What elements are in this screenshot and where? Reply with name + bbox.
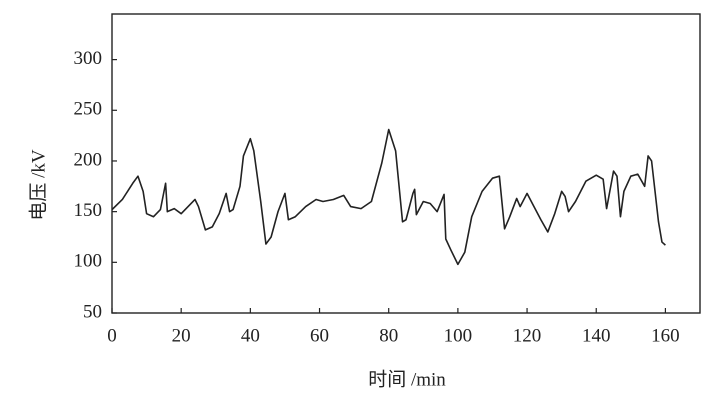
y-tick-label: 300 [74, 48, 103, 69]
y-axis-label: 电压 /kV [27, 149, 49, 221]
y-tick-label: 200 [74, 149, 103, 170]
x-tick-label: 160 [651, 325, 680, 346]
x-tick-label: 20 [172, 325, 191, 346]
x-tick-label: 140 [582, 325, 611, 346]
x-tick-label: 60 [310, 325, 329, 346]
y-tick-label: 100 [74, 251, 103, 272]
y-tick-label: 50 [83, 301, 102, 322]
y-tick-label: 250 [74, 99, 103, 120]
x-tick-label: 100 [444, 325, 473, 346]
plot-frame [111, 13, 701, 314]
x-tick-label: 120 [513, 325, 542, 346]
y-tick-label: 150 [74, 200, 103, 221]
x-tick-label: 80 [379, 325, 398, 346]
x-tick-label: 0 [107, 325, 117, 346]
data-line [111, 128, 666, 266]
x-axis-label: 时间 /min [368, 368, 446, 390]
x-tick-label: 40 [241, 325, 260, 346]
